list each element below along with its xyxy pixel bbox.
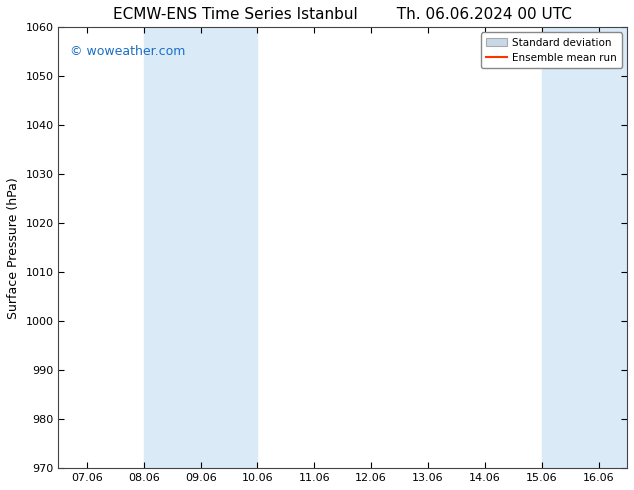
Legend: Standard deviation, Ensemble mean run: Standard deviation, Ensemble mean run: [481, 32, 622, 68]
Text: © woweather.com: © woweather.com: [70, 45, 185, 58]
Title: ECMW-ENS Time Series Istanbul        Th. 06.06.2024 00 UTC: ECMW-ENS Time Series Istanbul Th. 06.06.…: [113, 7, 573, 22]
Y-axis label: Surface Pressure (hPa): Surface Pressure (hPa): [7, 177, 20, 318]
Bar: [144, 27, 257, 468]
Bar: [542, 27, 627, 468]
